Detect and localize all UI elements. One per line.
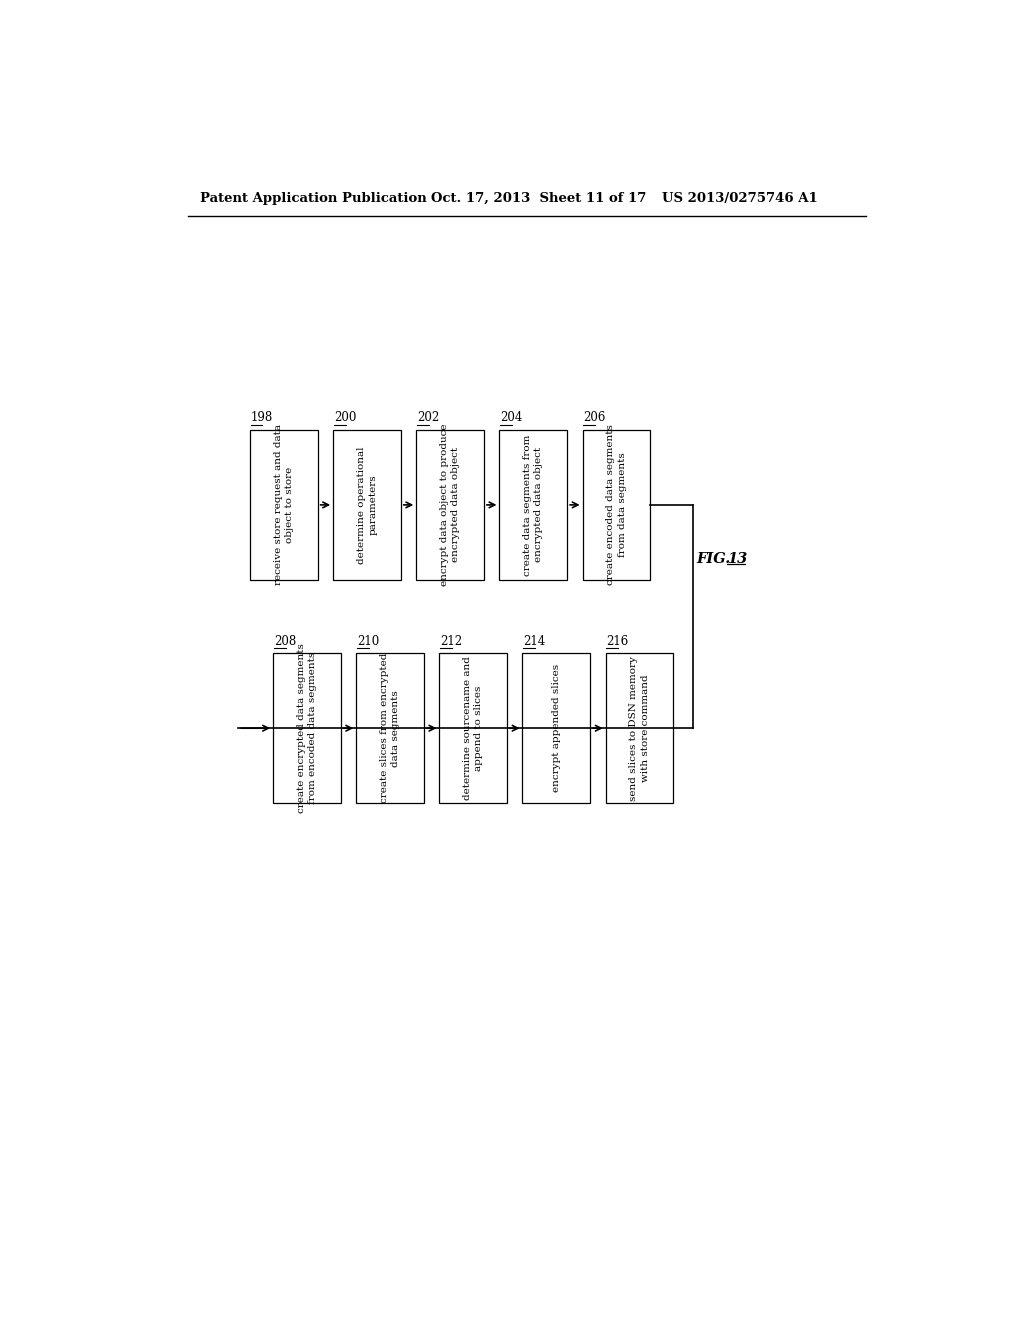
Bar: [605, 653, 674, 804]
Text: determine operational
parameters: determine operational parameters: [356, 446, 377, 564]
Text: encrypt data object to produce
encrypted data object: encrypt data object to produce encrypted…: [440, 424, 461, 586]
Text: create data segments from
encrypted data object: create data segments from encrypted data…: [523, 434, 544, 576]
Text: Oct. 17, 2013  Sheet 11 of 17: Oct. 17, 2013 Sheet 11 of 17: [431, 191, 646, 205]
Text: create encrypted data segments
from encoded data segments: create encrypted data segments from enco…: [297, 643, 317, 813]
Text: create slices from encrypted
data segments: create slices from encrypted data segmen…: [380, 653, 400, 804]
Text: 200: 200: [334, 412, 356, 425]
Bar: [439, 653, 507, 804]
Text: FIG.: FIG.: [696, 552, 731, 566]
Text: 208: 208: [273, 635, 296, 648]
Bar: [500, 430, 567, 579]
Text: 198: 198: [251, 412, 273, 425]
Text: 214: 214: [523, 635, 546, 648]
Bar: [583, 430, 650, 579]
Text: 210: 210: [357, 635, 379, 648]
Text: 206: 206: [584, 412, 605, 425]
Text: 204: 204: [500, 412, 522, 425]
Text: receive store request and data
object to store: receive store request and data object to…: [273, 425, 294, 585]
Text: US 2013/0275746 A1: US 2013/0275746 A1: [662, 191, 817, 205]
Bar: [273, 653, 341, 804]
Text: 13: 13: [727, 552, 748, 566]
Text: determine sourcename and
append to slices: determine sourcename and append to slice…: [463, 656, 483, 800]
Text: Patent Application Publication: Patent Application Publication: [200, 191, 427, 205]
Text: 212: 212: [440, 635, 462, 648]
Bar: [333, 430, 400, 579]
Bar: [416, 430, 484, 579]
Text: create encoded data segments
from data segments: create encoded data segments from data s…: [606, 425, 627, 585]
Bar: [356, 653, 424, 804]
Text: 202: 202: [417, 412, 439, 425]
Bar: [522, 653, 590, 804]
Text: 216: 216: [606, 635, 629, 648]
Text: encrypt appended slices: encrypt appended slices: [552, 664, 561, 792]
Bar: [250, 430, 317, 579]
Text: send slices to DSN memory
with store command: send slices to DSN memory with store com…: [630, 656, 650, 801]
